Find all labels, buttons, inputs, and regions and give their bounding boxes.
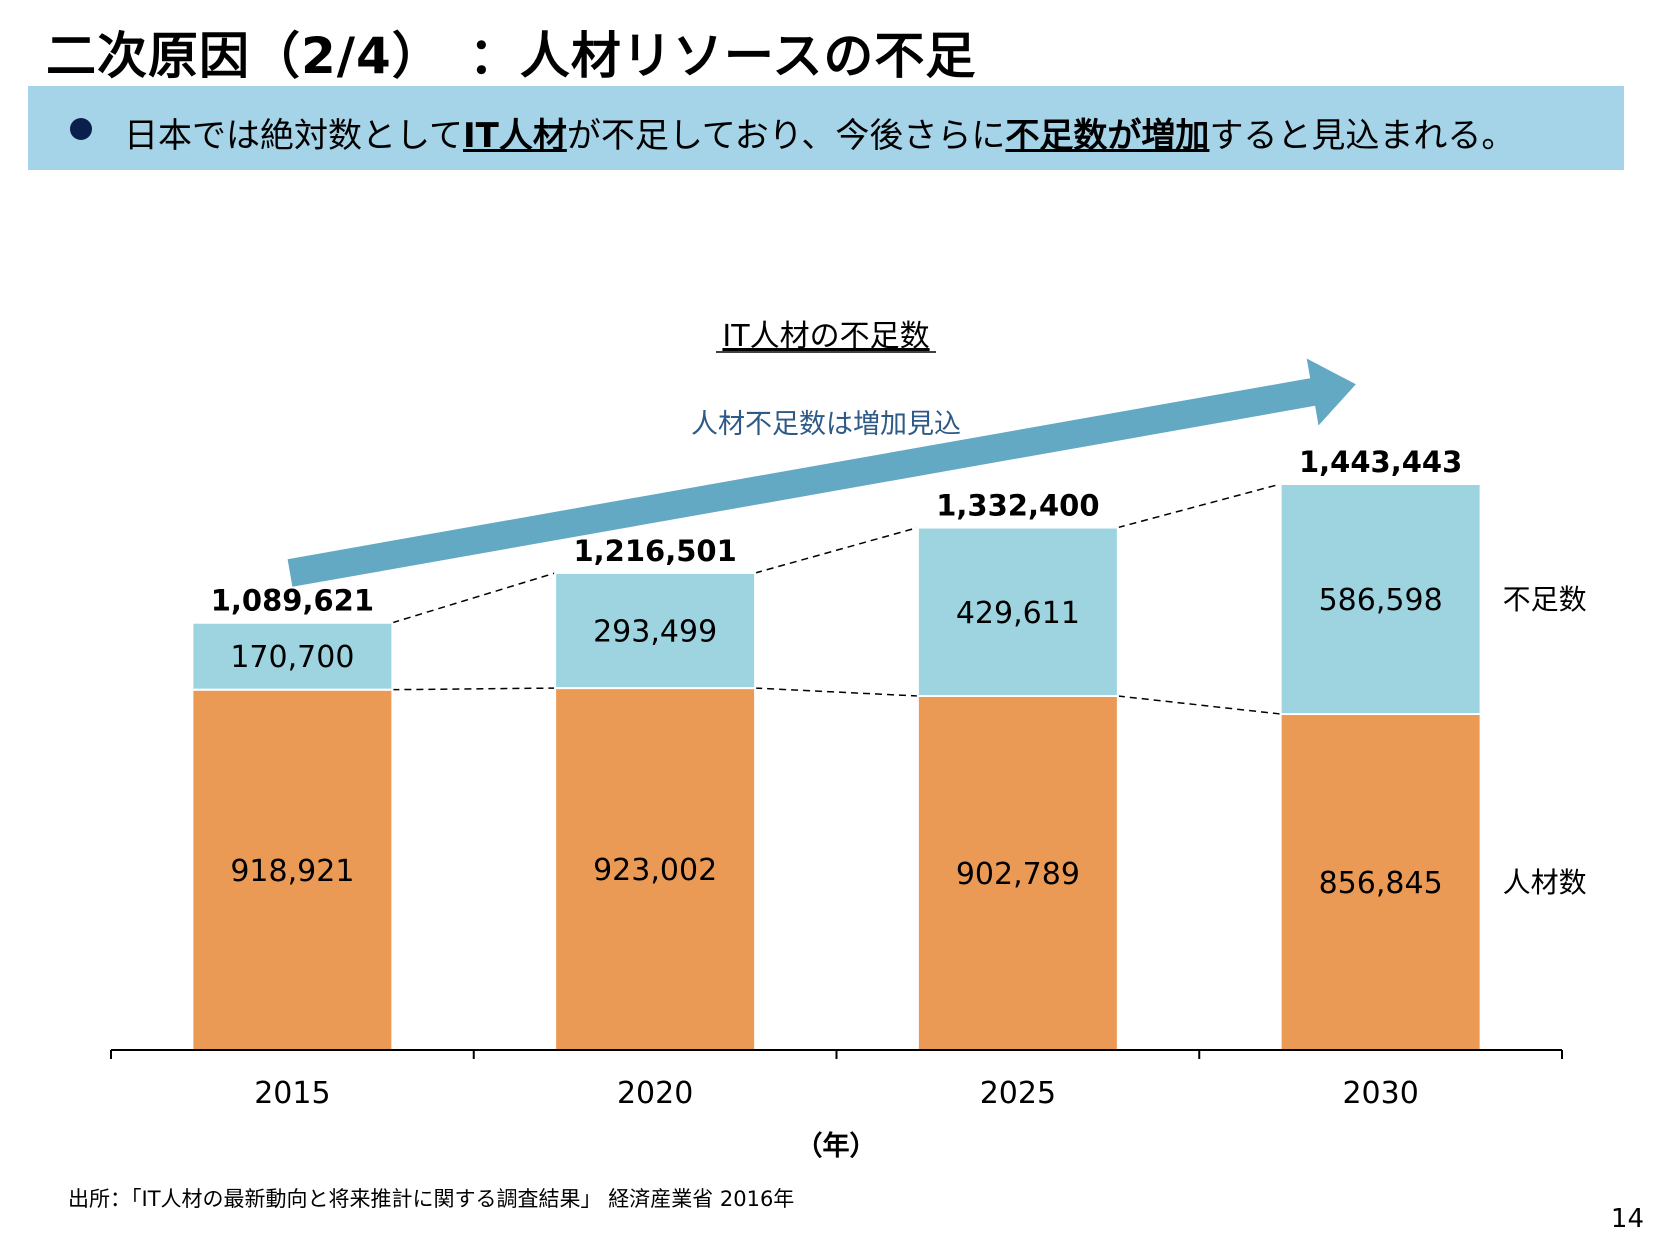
connector-mid-1 [755,687,918,697]
x-axis-label: （年） [796,1130,877,1162]
data-label-不足数-2015: 170,700 [230,640,354,675]
x-tick-label-2020: 2020 [617,1076,693,1111]
summary-text-pre: 日本では絶対数として [124,116,463,156]
legend-不足数: 不足数 [1503,583,1587,616]
slide-title: 二次原因（2/4） ：人材リソースの不足 [46,27,977,85]
bar-人材数-2015 [191,688,394,1051]
total-label-2020: 1,216,501 [573,534,736,568]
total-label-2030: 1,443,443 [1299,445,1462,479]
trend-arrow-icon [287,358,1356,587]
bar-人材数-2020 [554,687,757,1051]
summary-highlight-it-talent: IT人材 [462,116,567,156]
connector-mid-0 [392,687,556,691]
trend-annotation: 人材不足数は増加見込 [691,409,961,440]
data-label-不足数-2020: 293,499 [593,615,717,650]
summary-banner [28,86,1624,170]
source-note: 出所：「IT人材の最新動向と将来推計に関する調査結果」 経済産業省 2016年 [68,1187,795,1211]
total-label-2025: 1,332,400 [936,489,1099,523]
connector-total-1 [754,526,919,574]
page-number: 14 [1610,1204,1644,1234]
data-label-不足数-2025: 429,611 [956,596,1080,631]
bar-不足数-2020 [554,571,757,690]
connector-total-2 [1117,483,1281,529]
connector-mid-2 [1117,695,1281,715]
summary-text-post: すると見込まれる。 [1209,116,1516,156]
data-label-人材数-2030: 856,845 [1319,866,1443,901]
bar-人材数-2025 [916,695,1119,1051]
data-label-人材数-2020: 923,002 [593,853,717,888]
x-tick-label-2015: 2015 [254,1076,330,1111]
bar-不足数-2025 [916,526,1119,698]
total-label-2015: 1,089,621 [211,584,374,618]
data-label-人材数-2025: 902,789 [956,857,1080,892]
bar-不足数-2030 [1279,483,1482,716]
bar-不足数-2015 [191,621,394,691]
bullet-dot-icon [70,118,92,140]
bar-人材数-2030 [1279,713,1482,1051]
summary-text-mid: が不足しており、今後さらに [566,116,1006,156]
data-label-不足数-2030: 586,598 [1319,583,1443,618]
chart-title: IT人材の不足数 [722,319,929,354]
summary-highlight-shortage-increase: 不足数が増加 [1005,116,1210,156]
x-tick-label-2030: 2030 [1342,1076,1418,1111]
legend-人材数: 人材数 [1503,866,1587,899]
x-tick-label-2025: 2025 [980,1076,1056,1111]
data-label-人材数-2015: 918,921 [230,854,354,889]
connector-total-0 [392,572,556,624]
summary-text: 日本では絶対数としてIT人材が不足しており、今後さらに不足数が増加すると見込まれ… [124,108,1515,157]
